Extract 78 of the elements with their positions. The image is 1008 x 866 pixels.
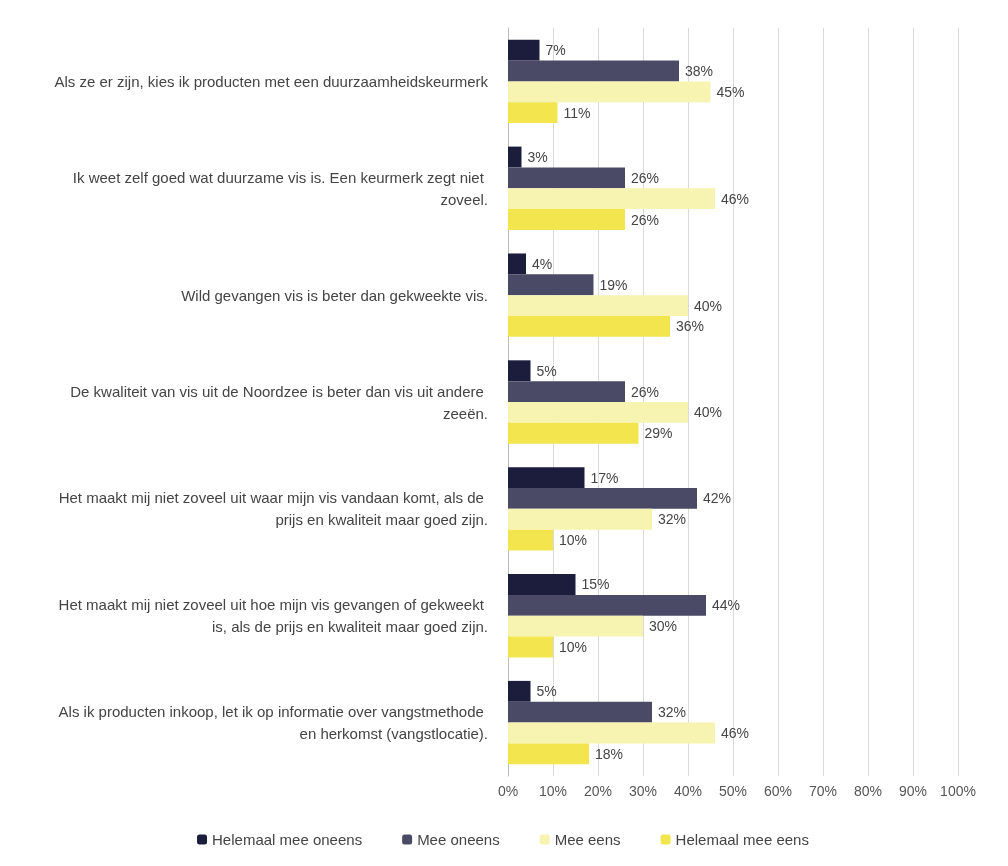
x-tick-label: 100% [940, 783, 976, 799]
data-label: 30% [649, 618, 678, 635]
x-tick-label: 10% [538, 783, 568, 799]
y-tick-label: Het maakt mij niet zoveel uit hoe mijn vis gevangen of gekweekt is, als de prijs en kwaliteit maar goed zijn. [58, 596, 488, 636]
bar [508, 81, 711, 103]
data-label: 36% [676, 318, 705, 335]
bar [508, 594, 706, 616]
bar [508, 722, 715, 744]
x-tick-label: 60% [763, 783, 793, 799]
data-label: 18% [595, 745, 624, 762]
bar [508, 209, 625, 230]
y-tick-label: Het maakt mij niet zoveel uit waar mijn vis vandaan komt, als de prijs en kwaliteit maar goed zijn. [58, 489, 488, 529]
bar [508, 402, 688, 423]
data-label: 40% [694, 404, 723, 421]
data-label: 44% [712, 597, 741, 614]
bar [508, 167, 625, 189]
bar [508, 146, 522, 168]
data-label: 46% [721, 724, 750, 741]
data-label: 4% [532, 255, 553, 272]
x-tick-label: 0% [497, 783, 519, 799]
legend-label: Mee eens [554, 831, 621, 848]
data-label: 40% [694, 297, 723, 314]
bar [508, 39, 540, 61]
x-tick-label: 20% [583, 783, 613, 799]
x-tick-label: 40% [673, 783, 703, 799]
data-label: 26% [631, 169, 660, 186]
x-tick-label: 80% [853, 783, 883, 799]
data-label: 7% [545, 42, 566, 59]
x-tick-label: 90% [898, 783, 928, 799]
bar [508, 680, 531, 702]
bar [508, 253, 526, 275]
y-tick-label: Als ze er zijn, kies ik producten met een duurzaamheidskeurmerk [54, 72, 489, 90]
bar [508, 422, 639, 444]
data-label: 3% [527, 149, 548, 166]
bar [508, 574, 576, 595]
x-tick-label: 50% [718, 783, 748, 799]
y-tick-label: Ik weet zelf goed wat duurzame vis is. Een keurmerk zegt niet zoveel. [72, 168, 488, 208]
bar [508, 381, 625, 402]
data-label: 10% [559, 532, 588, 549]
data-label: 38% [685, 63, 714, 80]
data-label: 5% [536, 362, 557, 379]
bar [508, 615, 643, 637]
data-label: 11% [563, 104, 591, 121]
bar [508, 295, 688, 316]
data-label: 42% [703, 490, 732, 507]
bar [508, 102, 558, 124]
data-label: 45% [716, 83, 745, 100]
data-label: 5% [536, 683, 557, 700]
bar [508, 743, 589, 765]
bar [508, 315, 670, 337]
legend-label: Mee oneens [417, 831, 500, 848]
data-label: 26% [631, 211, 660, 228]
data-label: 29% [644, 425, 673, 442]
bar [508, 360, 531, 382]
data-label: 17% [590, 469, 619, 486]
bar [508, 701, 652, 723]
bar [508, 188, 715, 210]
legend-label: Helemaal mee eens [675, 831, 809, 848]
data-label: 19% [599, 276, 628, 293]
bar [508, 60, 679, 82]
data-label: 32% [658, 704, 687, 721]
x-tick-label: 70% [808, 783, 838, 799]
y-tick-label: Wild gevangen vis is beter dan gekweekte vis. [181, 286, 488, 304]
bar [508, 488, 697, 509]
x-tick-label: 30% [628, 783, 658, 799]
data-label: 46% [721, 190, 750, 207]
data-label: 32% [658, 511, 687, 528]
data-label: 26% [631, 383, 660, 400]
data-label: 10% [559, 638, 588, 655]
y-tick-label: De kwaliteit van vis uit de Noordzee is beter dan vis uit andere zeeën. [70, 382, 488, 422]
bar [508, 467, 585, 489]
bar [508, 508, 652, 530]
bar [508, 274, 594, 296]
legend-label: Helemaal mee oneens [212, 831, 363, 848]
data-label: 15% [581, 576, 610, 593]
y-tick-label: Als ik producten inkoop, let ik op informatie over vangstmethode en herkomst (vangstlocatie). [58, 703, 488, 743]
bar [508, 636, 553, 658]
bar [508, 529, 553, 551]
